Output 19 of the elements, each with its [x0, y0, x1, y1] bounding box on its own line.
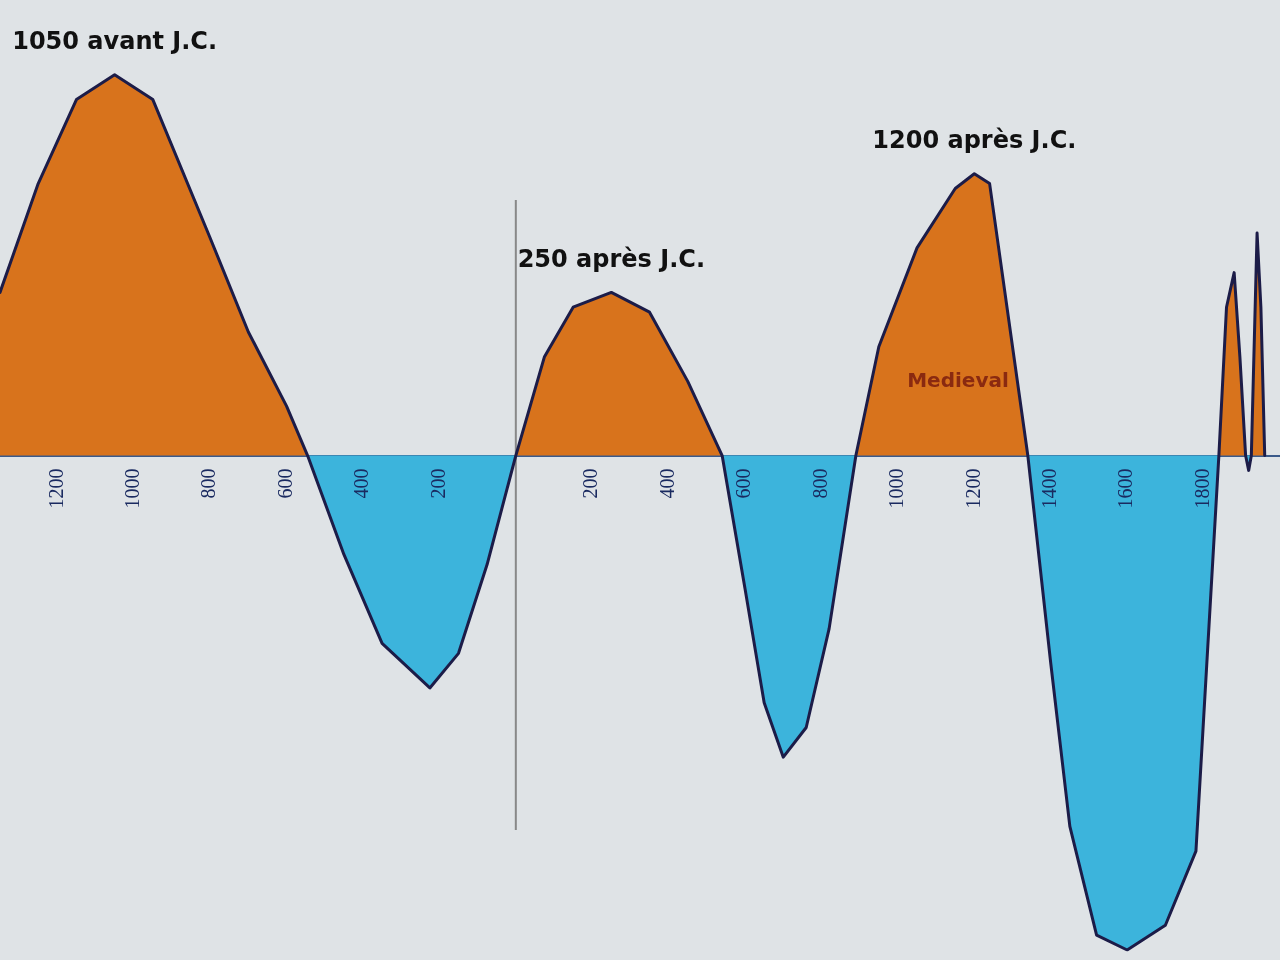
x-tick-label: 1000 [885, 468, 908, 509]
x-tick-label: 1800 [1190, 468, 1213, 509]
annotation: 1050 avant J.C. [12, 27, 218, 56]
x-tick-label: 600 [732, 468, 755, 499]
x-tick-label: 400 [655, 468, 678, 499]
x-tick-label: 400 [350, 468, 373, 499]
annotation: Medieval [907, 368, 1009, 393]
x-tick-label: 600 [273, 468, 296, 499]
x-tick-label: 200 [426, 468, 449, 499]
annotation: 1200 après J.C. [872, 125, 1077, 154]
x-tick-label: 1200 [44, 468, 67, 509]
x-tick-label: 200 [579, 468, 602, 499]
x-tick-label: 1200 [961, 468, 984, 509]
annotation: 250 après J.C. [517, 244, 706, 273]
x-tick-label: 1000 [120, 468, 143, 509]
x-tick-label: 1400 [1038, 468, 1060, 509]
x-tick-label: 1600 [1114, 468, 1137, 509]
x-tick-label: 800 [808, 468, 831, 499]
x-tick-label: 800 [197, 468, 220, 499]
